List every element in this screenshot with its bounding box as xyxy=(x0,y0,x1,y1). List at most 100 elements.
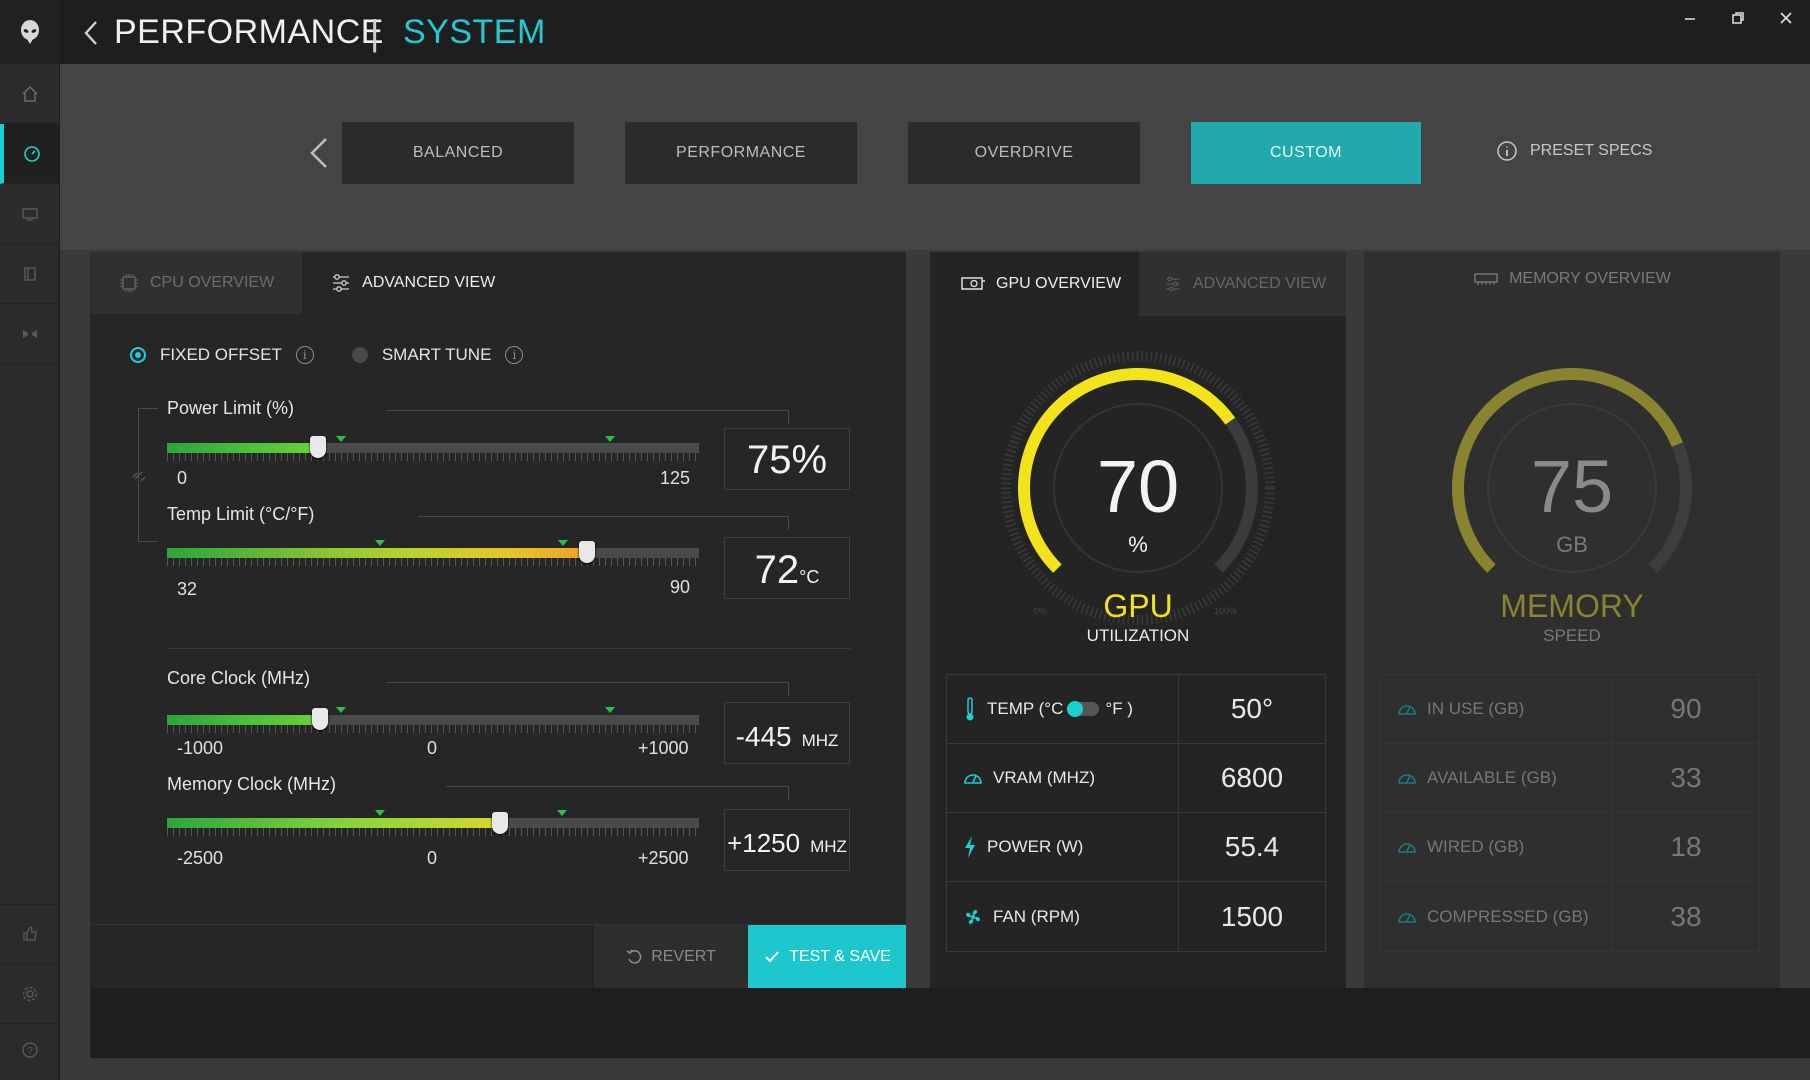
tab-gpu-advanced[interactable]: ADVANCED VIEW xyxy=(1139,252,1346,316)
gpu-panel: GPU OVERVIEW ADVANCED VIEW 0% 100% 70 % … xyxy=(930,252,1346,988)
sidebar-item-library[interactable] xyxy=(0,244,60,304)
preset-specs-link[interactable]: PRESET SPECS xyxy=(1496,140,1652,162)
page-subtitle: SYSTEM xyxy=(403,13,546,51)
revert-button[interactable]: REVERT xyxy=(592,925,748,989)
home-icon xyxy=(22,85,38,102)
sidebar-item-home[interactable] xyxy=(0,64,60,124)
test-and-save-button[interactable]: TEST & SAVE xyxy=(748,925,906,989)
memory-stats-table: IN USE (GB) 90 AVAILABLE (GB) 33 WIRED (… xyxy=(1380,674,1760,952)
preset-overdrive-button[interactable]: OVERDRIVE xyxy=(908,122,1140,184)
core-clock-value[interactable]: -445 MHZ xyxy=(724,702,850,764)
temp-limit-unit: °C xyxy=(799,567,820,587)
memory-stat-label: WIRED (GB) xyxy=(1427,837,1525,856)
preset-bar: BALANCED PERFORMANCE OVERDRIVE CUSTOM PR… xyxy=(60,64,1810,250)
power-limit-ticks xyxy=(167,453,699,461)
sidebar-item-settings[interactable] xyxy=(0,964,60,1024)
sidebar-item-help[interactable]: ? xyxy=(0,1020,60,1080)
core-clock-ticks xyxy=(167,725,699,733)
core-clock-marker xyxy=(605,707,615,713)
memory-stat-value: 38 xyxy=(1670,900,1702,932)
restore-icon[interactable] xyxy=(1728,8,1748,28)
core-clock-label: Core Clock (MHz) xyxy=(167,668,311,688)
power-limit-handle[interactable] xyxy=(310,436,326,458)
minimize-icon[interactable] xyxy=(1680,8,1700,28)
fan-stat-value: 1500 xyxy=(1220,900,1284,932)
gpu-stat-row-vram: VRAM (MHZ) 6800 xyxy=(947,744,1325,813)
gpu-utilization-gauge: 0% 100% xyxy=(1001,351,1275,625)
vram-stat-value: 6800 xyxy=(1220,762,1284,793)
temp-limit-value[interactable]: 72 °C xyxy=(724,537,850,599)
gpu-stats-table: TEMP (°C °F ) 50° VRAM (MHZ) 6800 POWER … xyxy=(946,674,1326,952)
core-clock-unit: MHZ xyxy=(801,731,839,750)
preset-custom-button[interactable]: CUSTOM xyxy=(1191,122,1421,184)
power-stat-label: POWER (W) xyxy=(987,837,1084,856)
preset-balanced-button[interactable]: BALANCED xyxy=(342,122,574,184)
sidebar-item-performance[interactable] xyxy=(0,124,60,184)
memory-clock-handle[interactable] xyxy=(492,812,508,834)
fan-icon xyxy=(966,909,980,924)
info-icon xyxy=(1497,141,1517,161)
back-arrow-icon[interactable] xyxy=(80,18,102,48)
memory-stat-row: COMPRESSED (GB) 38 xyxy=(1381,882,1759,951)
memory-gauge-arc xyxy=(1452,368,1692,608)
preset-prev-icon[interactable] xyxy=(306,135,332,171)
memory-clock-track[interactable] xyxy=(167,818,699,828)
gear-icon xyxy=(22,986,38,1001)
temp-stat-label-end: °F ) xyxy=(1105,699,1133,718)
link-icon[interactable] xyxy=(130,467,148,485)
speedometer-icon xyxy=(964,774,982,784)
memory-clock-value-text: +1250 xyxy=(727,828,801,858)
gauge-value-arc xyxy=(1018,368,1258,608)
temp-limit-handle[interactable] xyxy=(579,541,595,563)
power-limit-value[interactable]: 75% xyxy=(724,428,850,490)
gpu-stat-row-power: POWER (W) 55.4 xyxy=(947,813,1325,882)
memory-stat-label: IN USE (GB) xyxy=(1427,699,1525,718)
sidebar-item-lighting[interactable] xyxy=(0,184,60,244)
speedometer-icon xyxy=(1398,843,1416,853)
footer-bar xyxy=(90,988,1810,1058)
temp-unit-toggle[interactable] xyxy=(1067,701,1100,717)
tab-memory-overview[interactable]: MEMORY OVERVIEW xyxy=(1364,270,1780,288)
preset-performance-button[interactable]: PERFORMANCE xyxy=(625,122,857,184)
sidebar-item-feedback[interactable] xyxy=(0,904,60,964)
fan-stat-label: FAN (RPM) xyxy=(993,906,1080,926)
power-limit-max: 125 xyxy=(660,468,691,488)
core-clock-track[interactable] xyxy=(167,715,699,725)
gpu-gauge-subtitle: UTILIZATION xyxy=(1086,626,1190,645)
smart-tune-label: SMART TUNE xyxy=(381,345,492,364)
cpu-panel: CPU OVERVIEW ADVANCED VIEW FIXED OFFSET … xyxy=(90,252,906,989)
memory-gauge-title: MEMORY xyxy=(1500,588,1644,624)
tab-cpu-overview[interactable]: CPU OVERVIEW xyxy=(90,252,303,314)
tab-gpu-overview-label: GPU OVERVIEW xyxy=(996,275,1122,292)
fixed-offset-info-icon[interactable]: i xyxy=(295,346,314,364)
power-limit-track[interactable] xyxy=(167,443,699,453)
memory-clock-fill xyxy=(167,818,497,828)
core-clock-handle[interactable] xyxy=(312,708,328,730)
power-stat-value: 55.4 xyxy=(1224,831,1280,862)
smart-tune-radio[interactable] xyxy=(351,347,368,363)
smart-tune-info-icon[interactable]: i xyxy=(505,346,524,364)
temp-limit-track[interactable] xyxy=(167,548,699,558)
power-limit-min: 0 xyxy=(177,468,188,488)
alien-logo-icon[interactable] xyxy=(0,0,60,64)
temp-limit-max: 90 xyxy=(670,577,691,597)
tab-cpu-overview-label: CPU OVERVIEW xyxy=(150,274,275,291)
close-icon[interactable] xyxy=(1776,8,1796,28)
thermometer-icon xyxy=(966,697,974,721)
tab-gpu-overview[interactable]: GPU OVERVIEW xyxy=(930,252,1139,316)
fixed-offset-radio[interactable] xyxy=(130,347,146,363)
gpu-card-icon xyxy=(961,277,985,290)
gpu-utilization-unit: % xyxy=(1128,532,1148,557)
temp-limit-marker xyxy=(375,540,385,546)
power-limit-label: Power Limit (%) xyxy=(167,398,295,418)
library-icon xyxy=(24,266,36,281)
speedometer-icon xyxy=(1398,912,1416,923)
mode-selector: FIXED OFFSET i SMART TUNE i xyxy=(130,345,524,365)
memory-stat-row: IN USE (GB) 90 xyxy=(1381,675,1759,744)
memory-clock-marker xyxy=(557,810,567,816)
sidebar-item-audio[interactable] xyxy=(0,304,60,364)
tab-cpu-advanced[interactable]: ADVANCED VIEW xyxy=(302,252,524,314)
temp-limit-bracket xyxy=(418,516,789,530)
memory-clock-value[interactable]: +1250 MHZ xyxy=(724,809,850,871)
core-clock-mid: 0 xyxy=(427,738,438,758)
